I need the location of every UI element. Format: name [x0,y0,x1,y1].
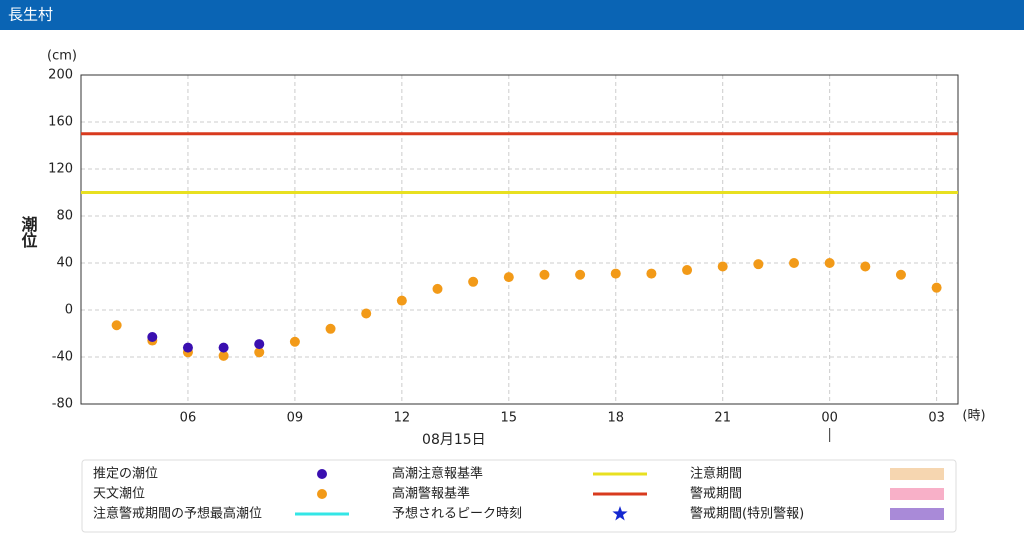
data-point [610,268,621,279]
y-tick-label: -40 [52,350,73,365]
y-label: 潮位 [19,215,38,249]
data-point [254,347,265,358]
x-tick-label: 15 [501,411,518,426]
legend-symbol [890,468,944,480]
data-point [824,258,835,268]
x-tick-label: 18 [607,411,624,426]
data-point [539,269,550,280]
legend-label: 高潮注意報基準 [392,466,483,482]
data-point [753,259,764,270]
y-tick-label: 200 [48,68,73,83]
y-tick-label: 160 [48,115,73,130]
y-tick-label: -80 [52,397,73,412]
legend-label: 高潮警報基準 [392,486,470,502]
legend-label: 予想されるピーク時刻 [392,506,522,522]
data-point [432,283,443,294]
data-point [717,261,728,272]
legend-symbol [890,488,944,500]
legend-symbol [317,489,327,499]
data-point [325,323,336,334]
y-tick-label: 0 [65,303,73,318]
x-label: (時) [962,409,985,424]
data-point [254,339,265,350]
header-title: 長生村 [8,6,53,24]
data-point [218,342,229,353]
data-point [789,258,800,268]
legend-label: 推定の潮位 [93,467,158,482]
data-point [289,336,300,347]
data-point [147,332,158,343]
data-point [895,269,906,280]
legend-label: 注意警戒期間の予想最高潮位 [93,506,262,522]
x-tick-label: 21 [714,411,731,426]
data-point [468,276,479,287]
legend-symbol [612,506,628,521]
y-tick-label: 80 [56,209,73,224]
legend-label: 天文潮位 [93,487,145,502]
data-point [860,261,871,272]
x-tick-label: 03 [928,411,945,426]
legend-symbol [890,508,944,520]
data-point [503,272,514,283]
legend-label: 警戒期間(特別警報) [690,506,804,522]
data-point [396,295,407,306]
y-tick-label: 40 [56,256,73,271]
x-tick-label: 12 [394,411,411,426]
x-tick-label: 00 [821,411,838,426]
data-point [682,265,693,276]
data-point [218,350,229,361]
date-label: 08月15日 [422,432,486,448]
data-point [646,268,657,279]
legend-label: 注意期間 [690,466,742,482]
y-unit: (cm) [47,49,77,64]
header-bar [0,0,1024,30]
legend-label: 警戒期間 [690,486,742,502]
x-tick-label: 09 [287,411,304,426]
x-tick-label: 06 [180,411,197,426]
data-point [931,282,942,293]
data-point [575,269,586,280]
legend-symbol [317,469,327,479]
y-tick-label: 120 [48,162,73,177]
data-point [182,342,193,353]
plot-frame [80,74,959,405]
data-point [111,320,122,331]
data-point [361,308,372,319]
